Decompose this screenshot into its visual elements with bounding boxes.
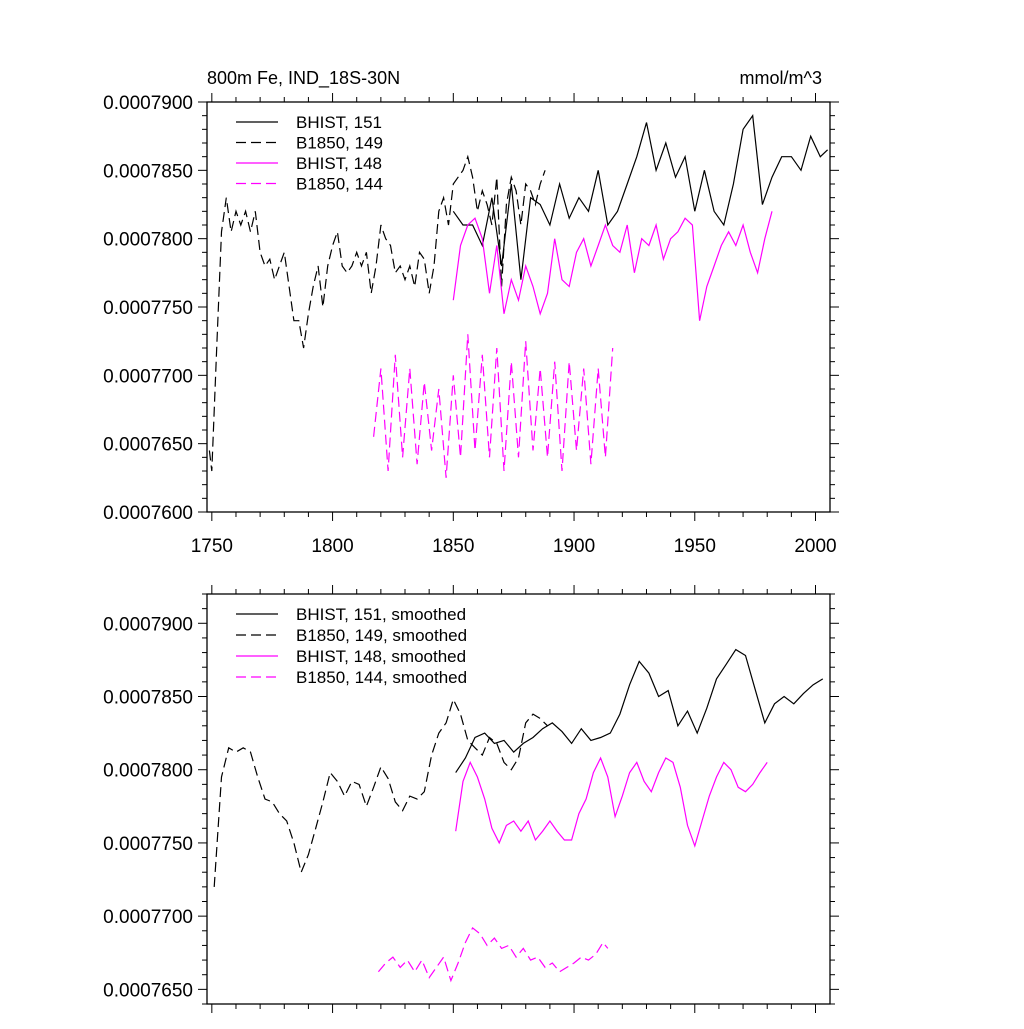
units-label: mmol/m^3 — [740, 68, 822, 88]
series-line-2 — [208, 154, 546, 472]
series-line-3 — [455, 756, 768, 848]
x-tick-label: 1750 — [191, 536, 233, 557]
y-tick-label: 0.0007750 — [103, 834, 193, 855]
y-tick-label: 0.0007700 — [103, 366, 193, 387]
y-tick-label: 0.0007850 — [103, 161, 193, 182]
legend-entry: B1850, 149, smoothed — [296, 626, 467, 645]
legend-entry: BHIST, 151, smoothed — [296, 605, 466, 624]
y-tick-label: 0.0007600 — [103, 503, 193, 524]
series-line-1 — [452, 114, 829, 280]
y-tick-label: 0.0007650 — [103, 980, 193, 1001]
y-tick-label: 0.0007700 — [103, 907, 193, 928]
y-tick-label: 0.0007750 — [103, 298, 193, 319]
x-tick-label: 1900 — [553, 536, 595, 557]
chart-panel-2: 0.0007650 0.0007700 0.0007750 0.0007800 0.00… — [103, 585, 839, 1013]
legend-entry: BHIST, 148, smoothed — [296, 647, 466, 666]
y-tick-label: 0.0007650 — [103, 435, 193, 456]
y-tick-label: 0.0007850 — [103, 688, 193, 709]
series-line-1 — [455, 648, 824, 773]
y-tick-label: 0.0007900 — [103, 614, 193, 635]
x-tick-label: 1800 — [311, 536, 353, 557]
series-line-3 — [452, 211, 773, 321]
legend-entry: B1850, 144 — [296, 175, 383, 194]
series-line-2 — [213, 697, 548, 887]
legend-entry: B1850, 144, smoothed — [296, 668, 467, 687]
series-line-4 — [377, 926, 609, 983]
y-tick-label: 0.0007800 — [103, 230, 193, 251]
legend-entry: B1850, 149 — [296, 134, 383, 153]
y-tick-label: 0.0007800 — [103, 761, 193, 782]
x-tick-label: 1950 — [674, 536, 716, 557]
legend-entry: BHIST, 151 — [296, 113, 382, 132]
x-tick-label: 2000 — [794, 536, 836, 557]
y-tick-label: 0.0007900 — [103, 93, 193, 114]
chart-panel-1: 0.0007600 0.0007650 0.0007700 0.0007750 0.00… — [103, 68, 839, 557]
chart-title: 800m Fe, IND_18S-30N — [207, 68, 400, 89]
series-line-4 — [373, 334, 614, 478]
x-tick-label: 1850 — [432, 536, 474, 557]
legend-entry: BHIST, 148 — [296, 154, 382, 173]
